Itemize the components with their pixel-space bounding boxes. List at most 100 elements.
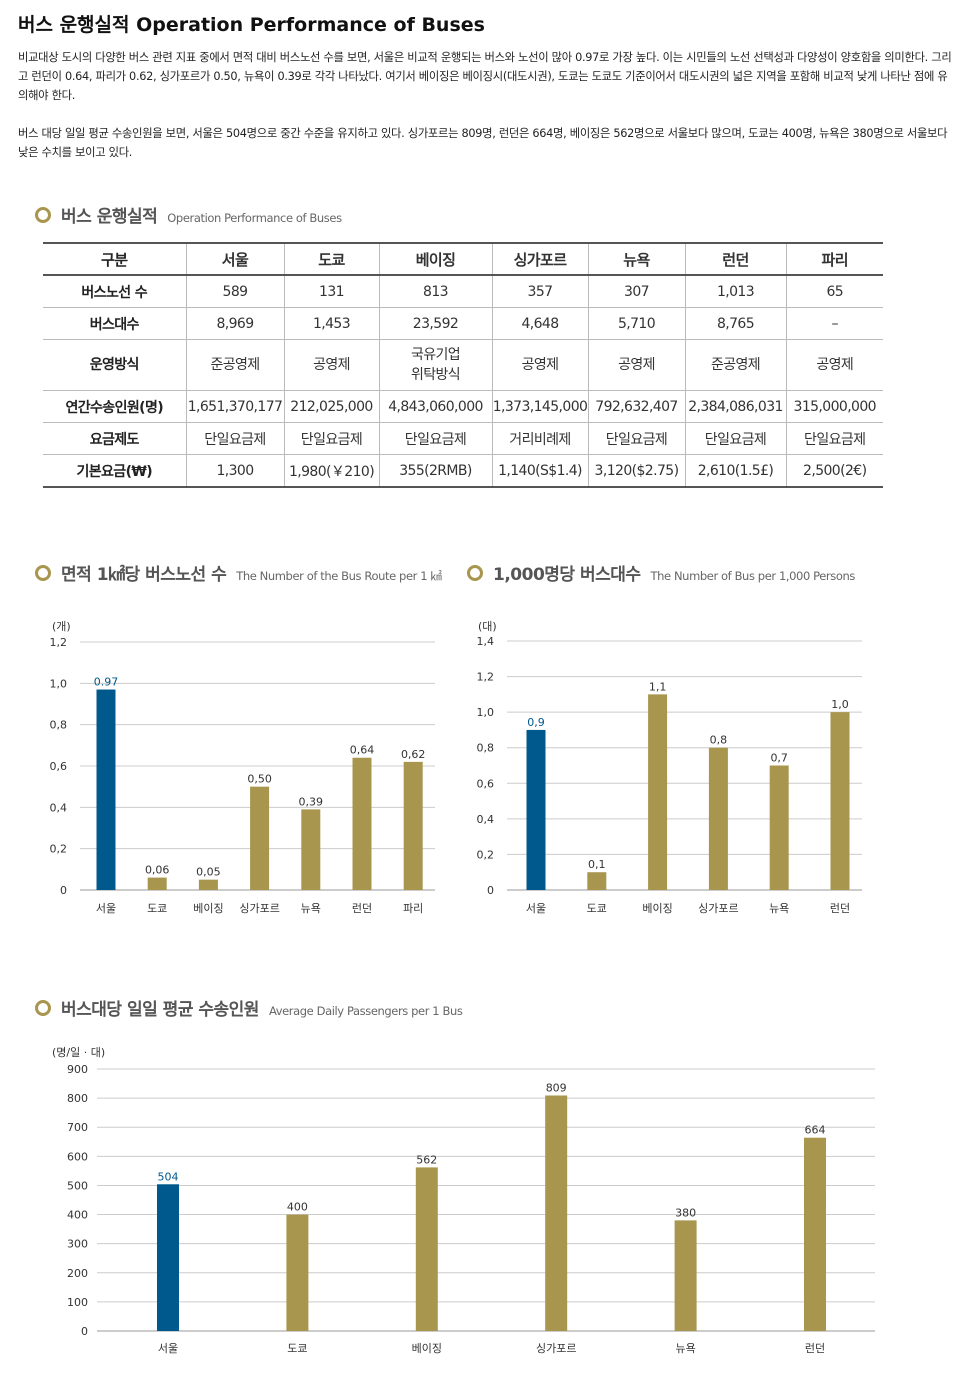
table-row: 버스대수 8,969 1,453 23,592 4,648 5,710 8,765– xyxy=(43,307,883,340)
x-tick-label: 런던 xyxy=(830,902,850,915)
intro-paragraph-2: 버스 대당 일일 평균 수송인원을 보면, 서울은 504명으로 중간 수준을 … xyxy=(18,127,948,159)
bar-뉴욕 xyxy=(301,809,321,890)
y-tick-label: 0,6 xyxy=(477,777,495,790)
table-cell: 357 xyxy=(491,275,588,308)
table-row: 연간수송인원(명) 1,651,370,177 212,025,000 4,843,0… xyxy=(43,390,883,423)
y-tick-label: 1,2 xyxy=(477,671,495,684)
chart2-title-en: The Number of Bus per 1,000 Persons xyxy=(650,569,856,583)
data-label: 0,39 xyxy=(299,795,324,808)
table-cell: 8,969 xyxy=(185,307,284,340)
data-label: 0,64 xyxy=(350,744,375,757)
table-header-cell: 도쿄 xyxy=(283,242,379,276)
table-cell: 1,300 xyxy=(185,454,284,488)
table-cell: 131 xyxy=(283,275,379,308)
chart3-heading: 버스대당 일일 평균 수송인원 Average Daily Passengers… xyxy=(35,995,463,1020)
table-cell: 589 xyxy=(185,275,284,308)
bar-서울 xyxy=(157,1184,179,1331)
y-tick-label: 900 xyxy=(67,1063,88,1076)
table-cell: 4,843,060,000 xyxy=(378,390,492,423)
table-header-cell: 싱가포르 xyxy=(491,242,588,276)
y-tick-label: 0,2 xyxy=(477,848,495,861)
table-header-cell: 파리 xyxy=(785,242,883,276)
bar-싱가포르 xyxy=(250,786,270,890)
table-cell: 65 xyxy=(785,275,883,308)
table-row: 요금제도 단일요금제 단일요금제 단일요금제 거리비례제 단일요금제 단일요금제 단일요금제 xyxy=(43,422,883,455)
row-label: 요금제도 xyxy=(43,422,186,455)
table-cell: 307 xyxy=(587,275,685,308)
bar-도쿄 xyxy=(147,877,167,890)
data-label: 504 xyxy=(158,1170,179,1183)
row-label: 연간수송인원(명) xyxy=(43,390,186,423)
x-tick-label: 파리 xyxy=(403,902,423,915)
table-row: 운영방식 준공영제 공영제 국유기업 위탁방식 공영제 공영제 준공영제 공영제 xyxy=(43,339,883,391)
data-label: 562 xyxy=(416,1153,437,1166)
y-axis-unit: (개) xyxy=(52,620,71,633)
chart3-title-en: Average Daily Passengers per 1 Bus xyxy=(268,1004,463,1018)
y-tick-label: 0,8 xyxy=(477,742,495,755)
table-cell: 5,710 xyxy=(587,307,685,340)
table-cell: 단일요금제 xyxy=(378,422,492,455)
page-title: 버스 운행실적 Operation Performance of Buses xyxy=(18,14,485,36)
y-tick-label: 0,8 xyxy=(50,719,68,732)
data-label: 0,9 xyxy=(527,716,545,729)
row-label: 운영방식 xyxy=(43,339,186,391)
y-tick-label: 0,2 xyxy=(50,843,68,856)
y-tick-label: 1,4 xyxy=(477,635,495,648)
data-label: 380 xyxy=(675,1206,696,1219)
y-tick-label: 1,0 xyxy=(50,677,68,690)
circle-bullet-icon xyxy=(35,206,51,223)
y-tick-label: 500 xyxy=(67,1179,88,1192)
y-tick-label: 1,0 xyxy=(477,706,495,719)
table-cell: 1,980(￥210) xyxy=(283,454,379,488)
table-cell: 거리비례제 xyxy=(491,422,588,455)
table-cell: – xyxy=(785,307,883,340)
y-tick-label: 700 xyxy=(67,1121,88,1134)
x-tick-label: 베이징 xyxy=(642,902,672,915)
intro-paragraph-1: 비교대상 도시의 다양한 버스 관련 지표 중에서 면적 대비 버스노선 수를 … xyxy=(18,51,952,102)
x-tick-label: 도쿄 xyxy=(587,902,607,915)
y-axis-unit: (명/일 · 대) xyxy=(52,1045,105,1059)
table-cell: 단일요금제 xyxy=(684,422,786,455)
table-cell: 1,013 xyxy=(684,275,786,308)
y-tick-label: 400 xyxy=(67,1209,88,1222)
y-tick-label: 0,6 xyxy=(50,760,68,773)
data-label: 0,05 xyxy=(196,866,221,879)
table-cell: 2,610(1.5£) xyxy=(684,454,786,488)
bar-서울 xyxy=(96,689,116,890)
bar-서울 xyxy=(526,729,546,890)
table-cell: 단일요금제 xyxy=(587,422,685,455)
table-cell: 1,373,145,000 xyxy=(491,390,588,423)
circle-bullet-icon xyxy=(35,999,51,1016)
x-tick-label: 뉴욕 xyxy=(301,902,321,915)
y-tick-label: 0,4 xyxy=(477,813,495,826)
x-tick-label: 싱가포르 xyxy=(698,902,738,915)
table-header-cell: 서울 xyxy=(185,242,284,276)
table-cell: 4,648 xyxy=(491,307,588,340)
table-row: 기본요금(₩) 1,300 1,980(￥210) 355(2RMB) 1,140(S$… xyxy=(43,454,883,488)
bar-뉴욕 xyxy=(769,765,789,890)
bus-performance-table: 구분 서울 도쿄 베이징 싱가포르 뉴욕 런던 파리 버스노선 수 589 131 813 357 30… xyxy=(43,242,883,488)
data-label: 400 xyxy=(287,1201,308,1214)
bar-싱가포르 xyxy=(708,747,728,890)
x-tick-label: 서울 xyxy=(158,1342,178,1355)
data-label: 1,1 xyxy=(649,680,667,693)
table-cell: 212,025,000 xyxy=(283,390,379,423)
table-cell: 공영제 xyxy=(785,339,883,391)
x-tick-label: 뉴욕 xyxy=(769,902,789,915)
data-label: 0,62 xyxy=(401,748,426,761)
chart1-title-en: The Number of the Bus Route per 1 ㎢ xyxy=(236,569,442,583)
data-label: 0,7 xyxy=(770,752,788,765)
y-tick-label: 0 xyxy=(60,884,67,897)
data-label: 0,8 xyxy=(710,734,728,747)
table-cell: 1,140(S$1.4) xyxy=(491,454,588,488)
x-tick-label: 뉴욕 xyxy=(675,1342,695,1355)
table-cell: 준공영제 xyxy=(684,339,786,391)
circle-bullet-icon xyxy=(35,564,51,581)
table-cell: 2,500(2€) xyxy=(785,454,883,488)
y-tick-label: 200 xyxy=(67,1267,88,1280)
data-label: 664 xyxy=(805,1124,826,1137)
bar-베이징 xyxy=(198,879,218,890)
table-cell: 1,453 xyxy=(283,307,379,340)
chart2-heading: 1,000명당 버스대수 The Number of Bus per 1,000… xyxy=(467,560,855,585)
